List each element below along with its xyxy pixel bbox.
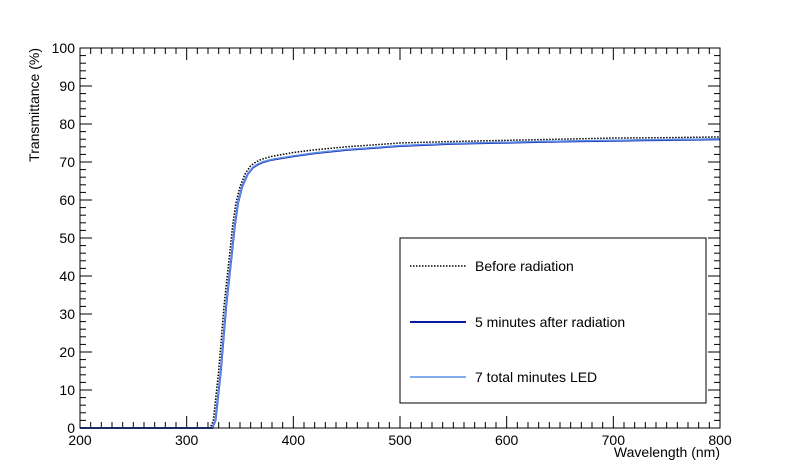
y-tick-label: 20 <box>59 344 75 360</box>
y-tick-label: 90 <box>59 78 75 94</box>
x-tick-label: 700 <box>602 432 626 448</box>
tick-labels: 200 300 400 500 600 700 800 0 10 20 30 40 50 60 70 80 90… <box>52 40 732 448</box>
x-axis-title: Wavelength (nm) <box>614 444 720 460</box>
y-tick-label: 0 <box>67 420 75 436</box>
y-tick-label: 100 <box>52 40 76 56</box>
y-tick-label: 80 <box>59 116 75 132</box>
legend: Before radiation 5 minutes after radiati… <box>399 237 707 404</box>
y-tick-label: 10 <box>59 382 75 398</box>
y-tick-label: 50 <box>59 230 75 246</box>
x-tick-label: 500 <box>388 432 412 448</box>
legend-label-5-minutes-after-radiation: 5 minutes after radiation <box>475 314 625 330</box>
x-tick-label: 600 <box>495 432 519 448</box>
y-tick-label: 60 <box>59 192 75 208</box>
x-tick-label: 300 <box>175 432 199 448</box>
x-tick-label: 200 <box>68 432 92 448</box>
legend-box <box>399 237 707 404</box>
series-line-7-total-minutes-led <box>80 138 721 429</box>
legend-label-7-total-minutes-led: 7 total minutes LED <box>475 369 597 385</box>
x-tick-label: 800 <box>708 432 732 448</box>
y-tick-label: 40 <box>59 268 75 284</box>
x-tick-label: 400 <box>282 432 306 448</box>
y-tick-label: 30 <box>59 306 75 322</box>
legend-label-before-radiation: Before radiation <box>475 258 574 274</box>
y-tick-label: 70 <box>59 154 75 170</box>
y-axis-title: Transmittance (%) <box>26 48 42 162</box>
data-series <box>80 136 721 429</box>
plot-frame <box>79 47 721 429</box>
